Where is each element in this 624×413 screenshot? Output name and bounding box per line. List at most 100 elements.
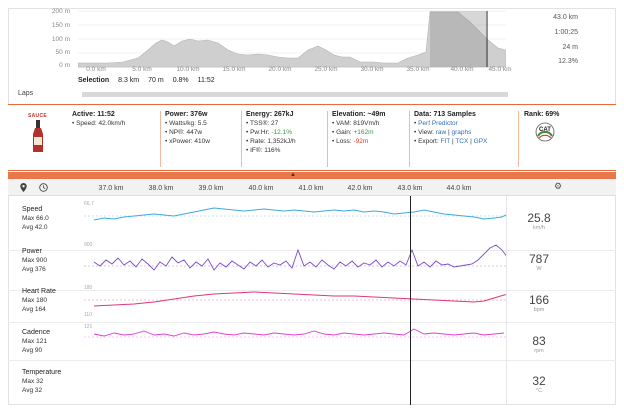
perf-predictor-link[interactable]: Perf Predictor xyxy=(418,120,458,127)
temperature-title: Temperature xyxy=(22,369,62,376)
elevation-profile xyxy=(78,11,506,68)
heart-rate-current: 166 xyxy=(528,293,550,307)
temperature-max: Max 32 xyxy=(22,378,44,385)
speed-axis-top: 66.7 xyxy=(84,201,94,207)
stat-active: Active: 11:52 • Speed: 42.0km/h xyxy=(72,110,125,128)
selection-time: 11:52 xyxy=(197,77,215,84)
elev-y-tick: 50 m xyxy=(55,49,70,56)
elev-x-tick: 25.0 km xyxy=(314,66,338,73)
power-title: Power: 376w xyxy=(165,111,208,118)
sauce-bottle-icon xyxy=(33,120,43,152)
temperature-current: 32 xyxy=(532,374,546,388)
heart-rate-axis-bottom: 110 xyxy=(84,312,92,318)
value-column-divider xyxy=(506,196,507,405)
view-raw-link[interactable]: raw xyxy=(435,129,447,136)
speed-chart[interactable] xyxy=(84,198,506,248)
settings-gear-icon[interactable]: ⚙ xyxy=(554,181,563,191)
cadence-avg: Avg 90 xyxy=(22,347,43,354)
summary-elevation: 24 m xyxy=(562,44,578,51)
section-divider-bar[interactable] xyxy=(8,172,616,179)
elevation-chart[interactable] xyxy=(78,10,506,70)
power-current: 787 xyxy=(528,252,550,266)
energy-rate: • Rate: 1,352kJ/h xyxy=(246,138,296,145)
view-label: • View: xyxy=(414,129,434,136)
power-label: Power Max 900 Avg 376 xyxy=(22,247,47,274)
timeline-toolbar xyxy=(8,179,616,196)
collapse-caret-icon[interactable]: ▲ xyxy=(290,172,296,178)
row-divider xyxy=(8,322,616,323)
energy-pwhr-value: -12.1% xyxy=(271,129,293,136)
view-row: • View: raw | graphs xyxy=(414,129,472,136)
selection-grade: 0.8% xyxy=(172,77,189,84)
energy-title: Energy: 267kJ xyxy=(246,111,294,118)
power-xpower: • xPower: 410w xyxy=(165,138,210,145)
stats-divider xyxy=(241,111,242,167)
selection-label: Selection xyxy=(78,77,110,84)
laps-label: Laps xyxy=(18,90,34,97)
stat-power: Power: 376w • Watts/kg: 5.5 • NP®: 447w … xyxy=(165,110,210,146)
heart-rate-title: Heart Rate xyxy=(22,288,56,295)
stats-panel: SAUCE Active: 11:52 • Speed: 42.0km/h Po… xyxy=(8,104,616,171)
power-wkg: • Watts/kg: 5.5 xyxy=(165,120,207,127)
elevation-loss-label: • Loss: xyxy=(332,138,352,145)
timeline-cursor[interactable] xyxy=(410,196,411,405)
power-title-row: Power xyxy=(22,248,42,255)
export-fit-link[interactable]: FIT xyxy=(440,138,451,145)
power-line xyxy=(93,244,506,271)
elev-x-tick: 5.0 km xyxy=(132,66,152,73)
cadence-line xyxy=(93,328,505,337)
stats-divider xyxy=(518,111,519,167)
row-divider xyxy=(8,360,616,361)
timeline-tick: 43.0 km xyxy=(397,185,423,192)
row-divider xyxy=(8,250,616,251)
map-pin-icon[interactable] xyxy=(16,181,30,194)
data-title: Data: 713 Samples xyxy=(414,111,476,118)
export-gpx-link[interactable]: GPX xyxy=(473,138,488,145)
energy-pwhr-label: • Pw:Hr: xyxy=(246,129,270,136)
sauce-logo-text: SAUCE xyxy=(28,113,48,119)
temperature-unit: °C xyxy=(535,388,543,394)
energy-tss: • TSS®: 27 xyxy=(246,120,279,127)
stats-divider xyxy=(327,111,328,167)
elev-x-tick: 20.0 km xyxy=(268,66,292,73)
elev-x-tick: 35.0 km xyxy=(406,66,430,73)
selection-summary: Selection 8.3 km 70 m 0.8% 11:52 xyxy=(78,77,224,84)
elevation-title: Elevation: ~49m xyxy=(332,111,386,118)
elev-x-tick: 0.0 km xyxy=(86,66,106,73)
power-axis-top: 900 xyxy=(84,242,93,248)
heart-rate-chart[interactable] xyxy=(84,284,506,320)
perf-predictor-row: • Perf Predictor xyxy=(414,120,458,127)
heart-rate-max: Max 180 xyxy=(22,297,47,304)
view-graphs-link[interactable]: graphs xyxy=(451,129,472,136)
cadence-value: 83 rpm xyxy=(508,334,570,354)
laps-bar[interactable] xyxy=(82,92,508,97)
stat-energy: Energy: 267kJ • TSS®: 27 • Pw:Hr: -12.1%… xyxy=(246,110,296,155)
export-tcx-link[interactable]: TCX xyxy=(455,138,469,145)
stat-rank: Rank: 69% xyxy=(524,110,559,119)
elevation-selection xyxy=(430,11,486,67)
power-chart[interactable] xyxy=(84,240,506,288)
stats-divider xyxy=(409,111,410,167)
elev-y-tick: 200 m xyxy=(51,8,70,15)
power-unit: W xyxy=(536,266,542,272)
elevation-loss: • Loss: -92m xyxy=(332,137,386,146)
heart-rate-label: Heart Rate Max 180 Avg 164 xyxy=(22,287,56,314)
elevation-vam: • VAM: 819Vm/h xyxy=(332,120,380,127)
power-value: 787 W xyxy=(508,252,570,272)
elev-x-tick: 40.0 km xyxy=(450,66,474,73)
cat-badge-text: CAT xyxy=(539,127,551,133)
elev-y-tick: 0 m xyxy=(59,62,70,69)
speed-line xyxy=(93,207,506,221)
rank-title: Rank: 69% xyxy=(524,111,560,118)
summary-time: 1:00:25 xyxy=(554,29,578,36)
elev-y-tick: 150 m xyxy=(51,22,70,29)
timeline-tick: 41.0 km xyxy=(298,185,324,192)
speed-label: Speed Max 66.0 Avg 42.0 xyxy=(22,205,49,232)
clock-icon[interactable] xyxy=(36,181,50,194)
speed-current: 25.8 xyxy=(527,211,551,225)
selection-elevation: 70 m xyxy=(148,77,164,84)
temperature-value: 32 °C xyxy=(508,374,570,394)
cadence-chart[interactable] xyxy=(84,322,506,360)
elev-x-tick: 15.0 km xyxy=(222,66,246,73)
elev-x-tick: 10.0 km xyxy=(176,66,200,73)
